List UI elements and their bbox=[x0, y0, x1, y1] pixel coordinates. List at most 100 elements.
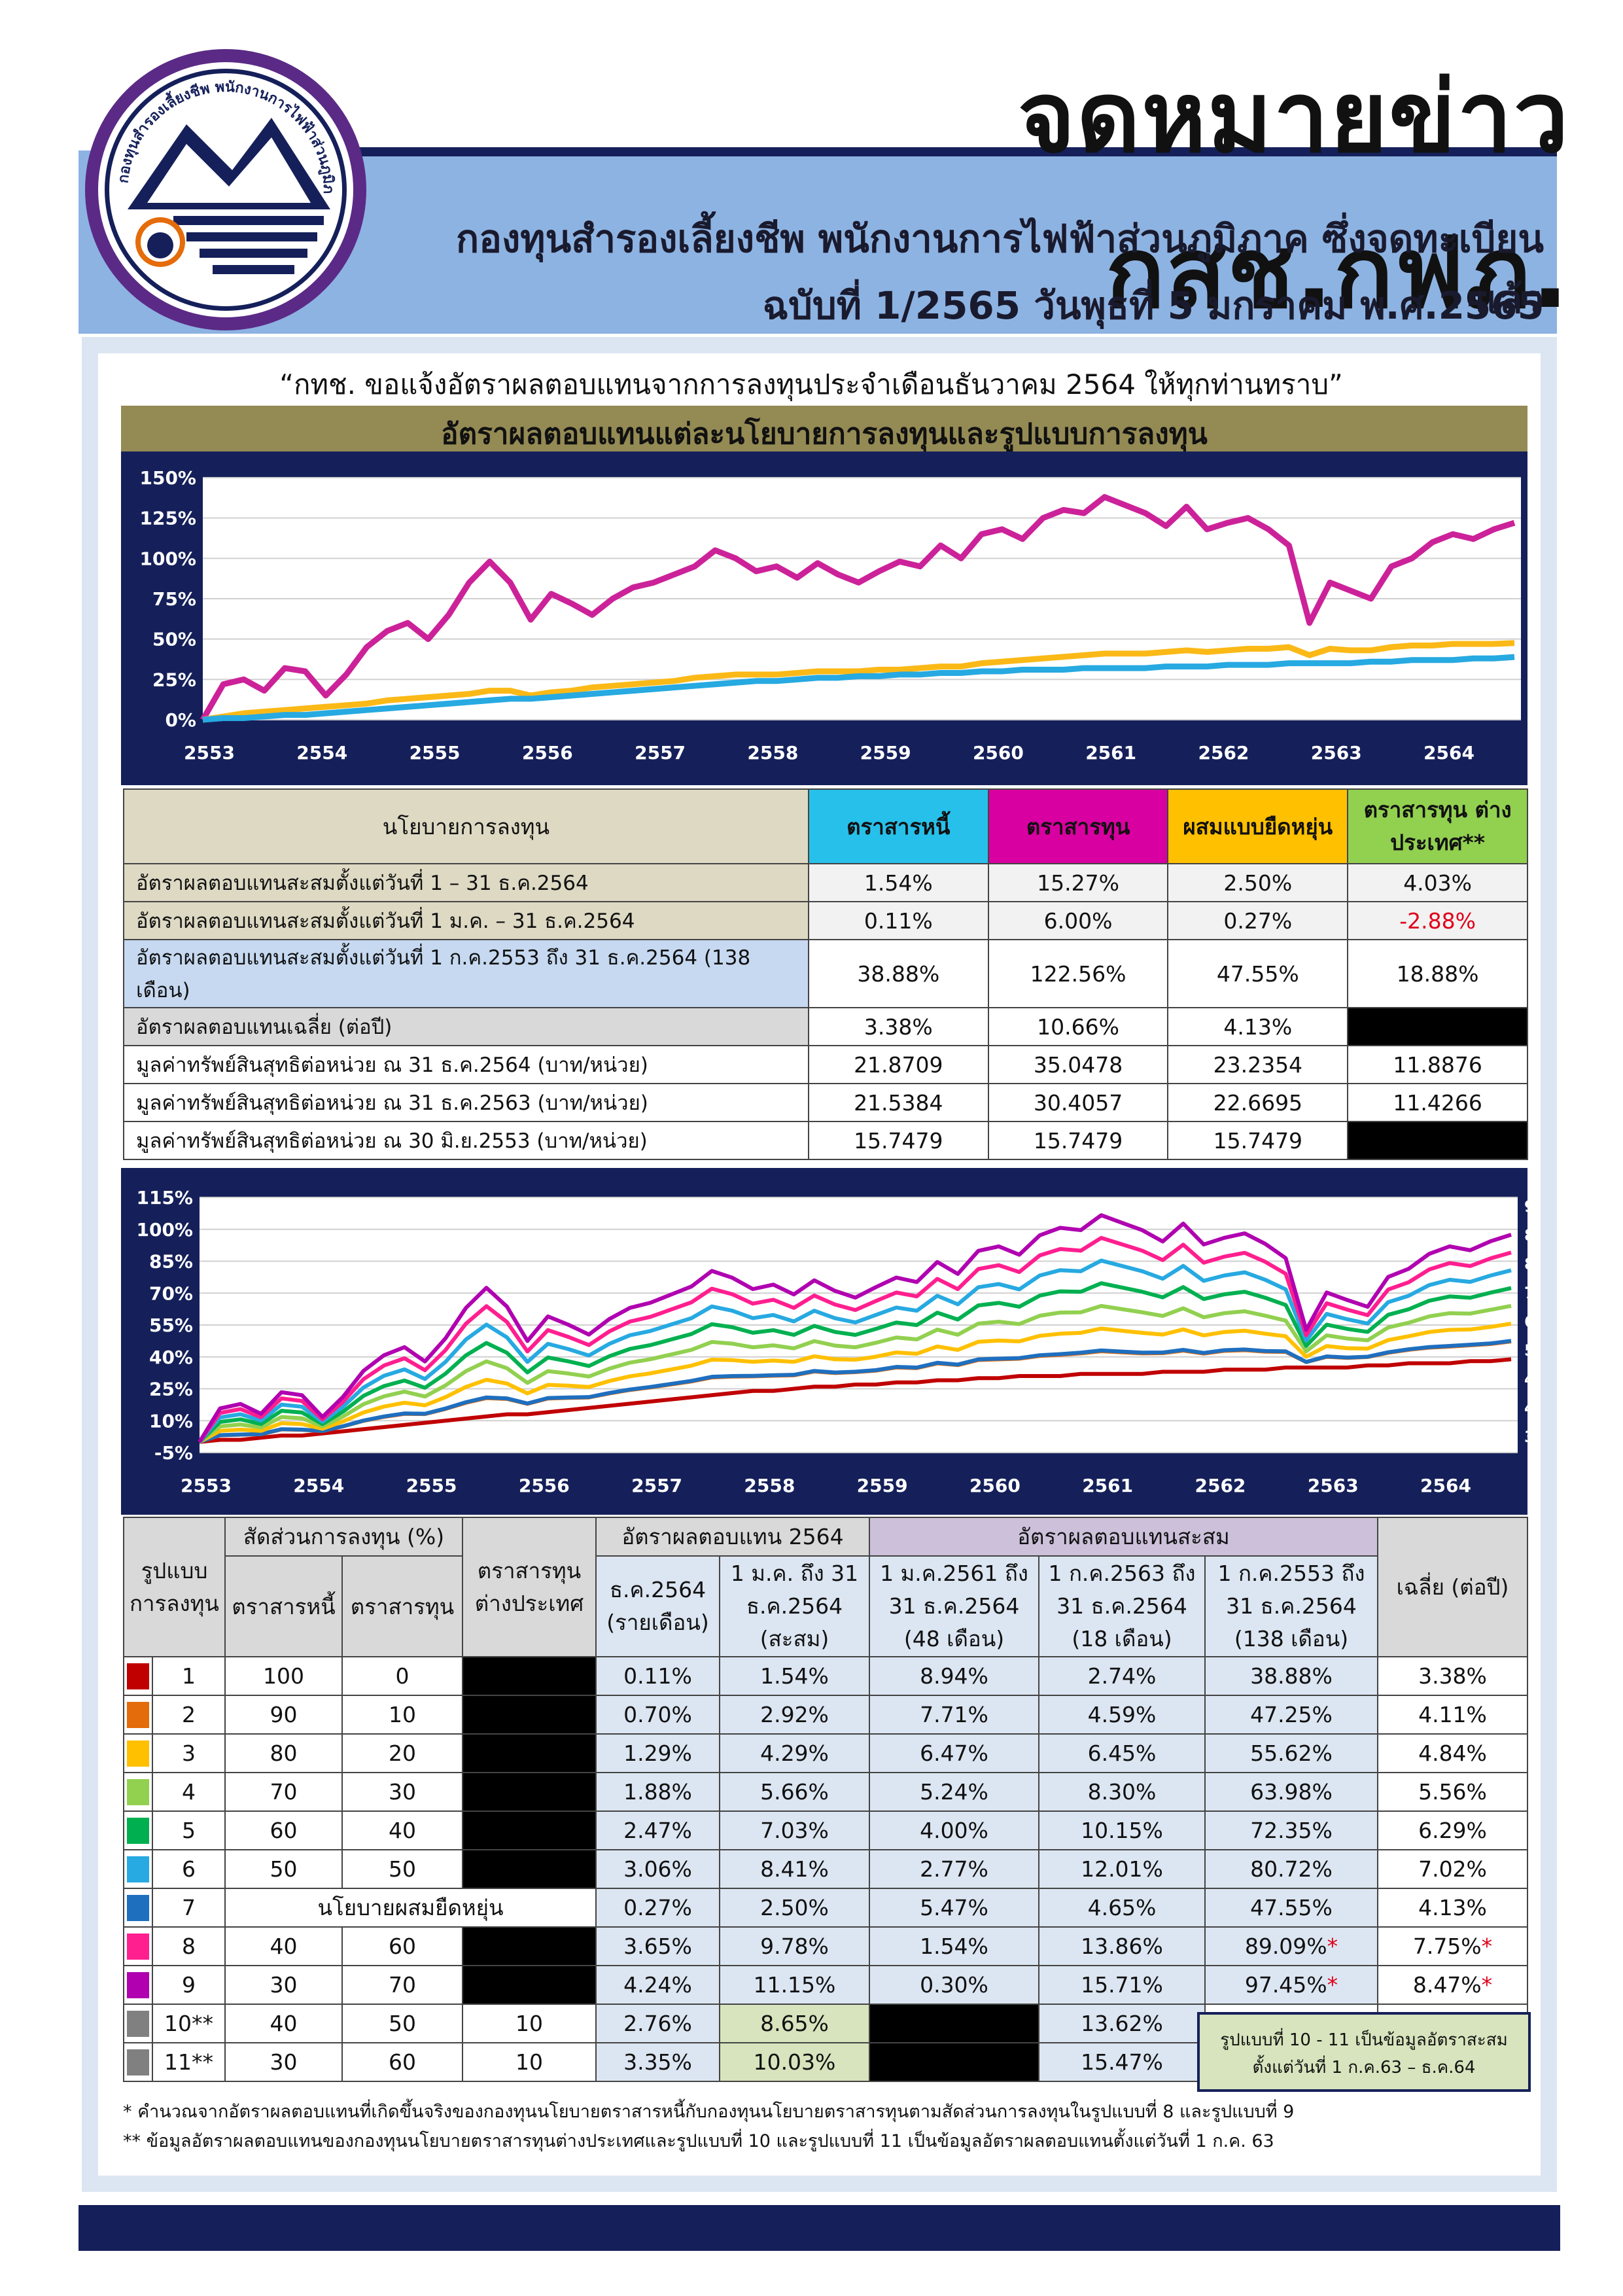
table-cell: 35.0478 bbox=[987, 1045, 1169, 1084]
table-cell: 5.66% bbox=[719, 1772, 870, 1812]
x-tick-label: 2560 bbox=[973, 742, 1024, 764]
portfolio-return-table: รูปแบบ การลงทุน สัดส่วนการลงทุน (%) ตราส… bbox=[123, 1517, 1528, 2082]
table-cell: 55.62% bbox=[1204, 1733, 1378, 1773]
table-cell: 18.88% bbox=[1347, 939, 1528, 1008]
table-row: 6 50 50 3.06% 8.41% 2.77% 12.01% 80.72% 7.02% bbox=[123, 1849, 1528, 1889]
x-tick-label: 2563 bbox=[1308, 1475, 1359, 1496]
table-header-model: รูปแบบ การลงทุน bbox=[123, 1517, 226, 1657]
table-cell: 70 bbox=[341, 1965, 463, 2005]
table-header-return2564: อัตราผลตอบแทน 2564 bbox=[595, 1517, 870, 1557]
table-header-48m: 1 ม.ค.2561 ถึง 31 ธ.ค.2564 (48 เดือน) bbox=[869, 1555, 1039, 1657]
table-cell: 40 bbox=[224, 2004, 343, 2043]
table-cell: 1.54% bbox=[719, 1656, 870, 1696]
color-swatch-fill bbox=[127, 1894, 149, 1921]
table-row: 1 100 0 0.11% 1.54% 8.94% 2.74% 38.88% 3.38% bbox=[123, 1656, 1528, 1696]
table-cell: 10.66% bbox=[987, 1007, 1169, 1046]
table-row: 5 60 40 2.47% 7.03% 4.00% 10.15% 72.35% 6.29% bbox=[123, 1810, 1528, 1850]
blank-cell bbox=[462, 1772, 597, 1812]
table-cell: 4.24% bbox=[595, 1965, 720, 2005]
table-cell: 8.65% bbox=[719, 2004, 870, 2043]
table-header-ytd: 1 ม.ค. ถึง 31 ธ.ค.2564 (สะสม) bbox=[719, 1555, 870, 1657]
x-tick-label: 2555 bbox=[410, 742, 461, 764]
table-cell: 10 bbox=[462, 2042, 597, 2082]
row-label: มูลค่าทรัพย์สินสุทธิต่อหน่วย ณ 30 มิ.ย.2… bbox=[123, 1121, 809, 1160]
table-cell: 100 bbox=[224, 1656, 343, 1696]
y-tick-label: 150% bbox=[139, 467, 196, 489]
table-cell: 80 bbox=[224, 1733, 343, 1773]
model-number: 3 bbox=[152, 1733, 226, 1773]
color-swatch bbox=[123, 2042, 153, 2082]
x-tick-label: 2556 bbox=[522, 742, 573, 764]
table-header-equity: ตราสารทุน bbox=[987, 788, 1169, 864]
row-label: อัตราผลตอบแทนสะสมตั้งแต่วันที่ 1 – 31 ธ.… bbox=[123, 863, 809, 902]
table-cell: 13.86% bbox=[1038, 1926, 1206, 1966]
model-number: 9 bbox=[152, 1965, 226, 2005]
blank-cell bbox=[462, 1656, 597, 1696]
x-tick-label: 2557 bbox=[635, 742, 686, 764]
y-tick-label: 100% bbox=[136, 1219, 193, 1241]
table-header-foreign: ตราสารทุน ต่างประเทศ bbox=[462, 1517, 597, 1657]
table-header-foreign: ตราสารทุน ต่างประเทศ** bbox=[1347, 788, 1528, 864]
table-row: 9 30 70 4.24% 11.15% 0.30% 15.71% 97.45%* 8.47%* bbox=[123, 1965, 1528, 2005]
end-value-label: 47.55% bbox=[1524, 1370, 1527, 1388]
table-cell: 4.13% bbox=[1167, 1007, 1349, 1046]
table-cell: 47.25% bbox=[1204, 1695, 1378, 1735]
table-cell: 10.15% bbox=[1038, 1810, 1206, 1850]
x-tick-label: 2553 bbox=[184, 742, 235, 764]
table-cell: -2.88% bbox=[1347, 901, 1528, 940]
table-cell: 1.54% bbox=[807, 863, 989, 902]
table-cell: 40 bbox=[341, 1810, 463, 1850]
fund-logo: กองทุนสำรองเลี้ยงชีพ พนักงานการไฟฟ้าส่วน… bbox=[82, 46, 366, 330]
table-cell: 2.74% bbox=[1038, 1656, 1206, 1696]
table-cell: 30 bbox=[341, 1772, 463, 1812]
footnote-star: * bbox=[1327, 1934, 1338, 1959]
table-header-row: ตราสารหนี้ ตราสารทุน ธ.ค.2564 (รายเดือน)… bbox=[124, 1555, 1527, 1657]
table-cell: 10 bbox=[341, 1695, 463, 1735]
series-line bbox=[199, 1357, 1512, 1444]
footnote-2: ** ข้อมูลอัตราผลตอบแทนของกองทุนนโยบายตรา… bbox=[123, 2131, 1274, 2151]
series-line bbox=[202, 640, 1515, 723]
table-cell: 122.56% bbox=[987, 939, 1169, 1008]
table-cell: 20 bbox=[341, 1733, 463, 1773]
y-tick-label: -5% bbox=[154, 1442, 193, 1464]
table-cell: 3.06% bbox=[595, 1849, 720, 1889]
table-cell: 12.01% bbox=[1038, 1849, 1206, 1889]
table-cell: 15.7479 bbox=[807, 1121, 989, 1160]
row-label: มูลค่าทรัพย์สินสุทธิต่อหน่วย ณ 31 ธ.ค.25… bbox=[123, 1045, 809, 1084]
model-number: 2 bbox=[152, 1695, 226, 1735]
table-cell: 9.78% bbox=[719, 1926, 870, 1966]
table-row: 7 นโยบายผสมยืดหยุ่น 0.27% 2.50% 5.47% 4.65% 47… bbox=[123, 1888, 1528, 1928]
x-tick-label: 2554 bbox=[293, 1475, 344, 1496]
table-cell: 4.84% bbox=[1377, 1733, 1528, 1773]
fund-name: กองทุนสำรองเลี้ยงชีพ พนักงานการไฟฟ้าส่วน… bbox=[456, 217, 1544, 322]
series-line bbox=[198, 1235, 1512, 1443]
end-value-label: 47.25% bbox=[1524, 1399, 1527, 1417]
header-divider bbox=[307, 147, 1557, 156]
table-cell: 60 bbox=[341, 2042, 463, 2082]
table-cell: 1.54% bbox=[869, 1926, 1039, 1966]
table-cell: 97.45%* bbox=[1204, 1965, 1378, 2005]
table-cell bbox=[1347, 1121, 1528, 1160]
color-swatch-fill bbox=[127, 1701, 149, 1728]
policy-return-chart: 150% 125% 100% 75% 50% 25% 0% 2553 2554 2555 2556 2… bbox=[139, 467, 1521, 764]
table-cell: 50 bbox=[341, 2004, 463, 2043]
table-cell: 10 bbox=[462, 2004, 597, 2043]
x-tick-label: 2553 bbox=[181, 1475, 232, 1496]
table-cell: 63.98% bbox=[1204, 1772, 1378, 1812]
model-number: 5 bbox=[152, 1810, 226, 1850]
footnote-1: * คำนวณจากอัตราผลตอบแทนที่เกิดขึ้นจริงขอ… bbox=[123, 2102, 1295, 2122]
table-cell: 6.29% bbox=[1377, 1810, 1528, 1850]
x-tick-label: 2561 bbox=[1085, 742, 1136, 764]
table-cell: 13.62% bbox=[1038, 2004, 1206, 2043]
table-cell: 8.94% bbox=[869, 1656, 1039, 1696]
table-cell: 22.6695 bbox=[1167, 1083, 1349, 1122]
blank-cell bbox=[462, 1965, 597, 2005]
y-tick-label: 75% bbox=[152, 588, 196, 610]
table-cell: 10.03% bbox=[719, 2042, 870, 2082]
table-header-debt: ตราสารหนี้ bbox=[224, 1555, 343, 1657]
table-cell: 50 bbox=[224, 1849, 343, 1889]
x-tick-label: 2562 bbox=[1198, 742, 1249, 764]
x-tick-label: 2554 bbox=[296, 742, 347, 764]
table-cell: 6.45% bbox=[1038, 1733, 1206, 1773]
table-cell: 7.02% bbox=[1377, 1849, 1528, 1889]
